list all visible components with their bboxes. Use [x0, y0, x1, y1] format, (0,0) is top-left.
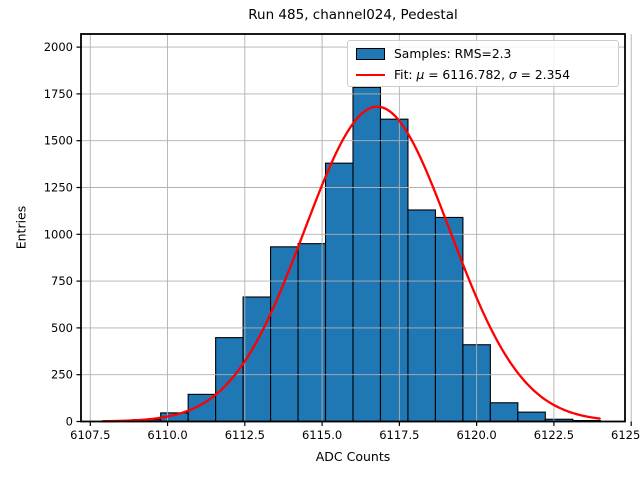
y-tick-label: 750 — [51, 274, 73, 288]
x-tick-label: 6122.5 — [534, 428, 574, 442]
histogram-bar — [324, 162, 354, 423]
x-tick-label: 6107.5 — [70, 428, 110, 442]
x-axis-label: ADC Counts — [315, 449, 391, 464]
y-tick-label: 500 — [51, 321, 73, 335]
y-tick-label: 1500 — [44, 134, 73, 148]
histogram-bar — [407, 209, 436, 423]
gaussian-fit-curve — [101, 105, 601, 423]
legend: Samples: RMS=2.3 Fit: μ = 6116.782, σ = … — [347, 40, 619, 87]
x-tick-label: 6125.0 — [611, 428, 640, 442]
histogram-bar — [242, 296, 272, 423]
y-tick-label: 1250 — [44, 181, 73, 195]
histogram-bar — [352, 86, 382, 423]
legend-samples-label: Samples: RMS=2.3 — [394, 46, 512, 61]
histogram-bar — [517, 411, 546, 423]
plot-border — [80, 33, 626, 423]
histogram-bar — [215, 337, 244, 423]
x-tick-label: 6115.0 — [302, 428, 342, 442]
x-tick-label: 6120.0 — [457, 428, 497, 442]
legend-samples-swatch — [356, 47, 385, 60]
y-tick-label: 2000 — [44, 40, 73, 54]
x-tick-label: 6112.5 — [225, 428, 265, 442]
x-tick-label: 6117.5 — [379, 428, 419, 442]
histogram-bar — [489, 402, 519, 423]
legend-entry-samples: Samples: RMS=2.3 — [356, 43, 610, 64]
y-tick-label: 1000 — [44, 227, 73, 241]
x-tick-label: 6110.0 — [147, 428, 187, 442]
y-axis-label: Entries — [13, 205, 29, 250]
plot-title: Run 485, channel024, Pedestal — [248, 7, 458, 23]
histogram-bar — [379, 118, 409, 423]
legend-entry-fit: Fit: μ = 6116.782, σ = 2.354 — [356, 64, 610, 85]
histogram-bar — [270, 246, 299, 423]
legend-fit-label: Fit: μ = 6116.782, σ = 2.354 — [394, 67, 571, 82]
y-tick-label: 250 — [51, 368, 73, 382]
histogram-bar — [297, 243, 327, 423]
histogram-bar — [434, 216, 464, 423]
y-tick-label: 1750 — [44, 87, 73, 101]
y-tick-label: 0 — [66, 415, 73, 429]
legend-fit-line — [356, 73, 385, 76]
